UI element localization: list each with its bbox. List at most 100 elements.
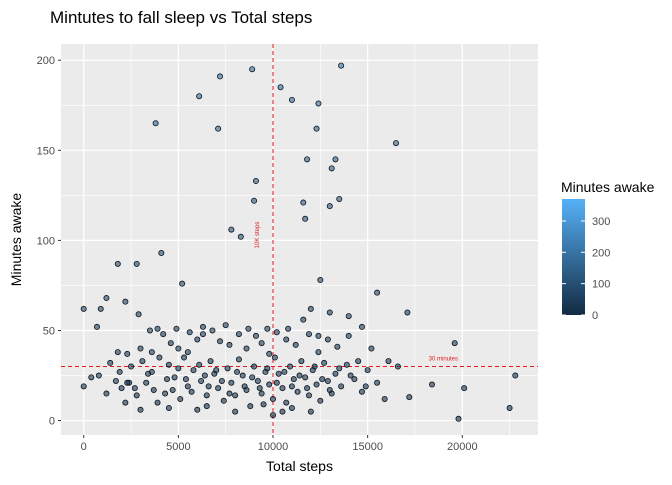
data-point [184, 383, 191, 390]
data-point [131, 385, 138, 392]
y-tick-label: 50 [43, 325, 55, 337]
data-point [239, 372, 246, 379]
data-point [336, 195, 343, 202]
data-point [279, 385, 286, 392]
data-point [205, 383, 212, 390]
data-point [232, 392, 239, 399]
data-point [165, 404, 172, 411]
data-point [97, 305, 104, 312]
data-point [358, 323, 365, 330]
x-tick-label: 0 [81, 441, 87, 453]
data-point [216, 338, 223, 345]
data-point [133, 392, 140, 399]
data-point [258, 390, 265, 397]
y-axis-label: Minutes awake [8, 193, 24, 287]
data-point [237, 233, 244, 240]
data-point [103, 295, 110, 302]
data-point [175, 365, 182, 372]
data-point [247, 403, 254, 410]
data-point [152, 120, 159, 127]
data-point [196, 361, 203, 368]
data-point [358, 388, 365, 395]
data-point [334, 343, 341, 350]
data-point [114, 349, 121, 356]
data-point [241, 383, 248, 390]
data-point [188, 388, 195, 395]
data-point [163, 376, 170, 383]
x-axis-label: Total steps [266, 458, 333, 474]
data-point [288, 404, 295, 411]
data-point [122, 399, 129, 406]
legend-tick-label: 200 [592, 247, 610, 259]
data-point [190, 367, 197, 374]
data-point [194, 406, 201, 413]
data-point [324, 377, 331, 384]
data-point [461, 385, 468, 392]
data-point [203, 392, 210, 399]
x-tick-label: 15000 [352, 441, 383, 453]
chart-title: Mintutes to fall sleep vs Total steps [50, 8, 312, 27]
y-axis-ticks: 0 50 100 150 200 [37, 55, 61, 428]
data-point [215, 385, 222, 392]
data-point [321, 359, 328, 366]
data-point [328, 165, 335, 172]
data-point [281, 368, 288, 375]
data-point [324, 336, 331, 343]
y-tick-label: 0 [49, 416, 55, 428]
data-point [173, 325, 180, 332]
data-point [266, 381, 273, 388]
data-point [393, 140, 400, 147]
data-point [226, 390, 233, 397]
data-point [428, 381, 435, 388]
data-point [177, 395, 184, 402]
data-point [184, 349, 191, 356]
data-point [201, 372, 208, 379]
y-tick-label: 100 [37, 235, 55, 247]
data-point [245, 325, 252, 332]
data-point [279, 408, 286, 415]
data-point [269, 412, 276, 419]
data-point [228, 379, 235, 386]
data-point [216, 73, 223, 80]
data-point [264, 325, 271, 332]
data-point [374, 289, 381, 296]
data-point [283, 336, 290, 343]
data-point [203, 403, 210, 410]
data-point [275, 370, 282, 377]
data-point [249, 374, 256, 381]
data-point [226, 341, 233, 348]
data-point [451, 340, 458, 347]
legend-tick-label: 0 [592, 310, 598, 322]
data-point [95, 372, 102, 379]
data-point [179, 280, 186, 287]
data-point [317, 397, 324, 404]
data-point [235, 356, 242, 363]
data-point [249, 66, 256, 73]
data-point [139, 358, 146, 365]
data-point [362, 383, 369, 390]
data-point [277, 84, 284, 91]
data-point [368, 345, 375, 352]
data-point [351, 376, 358, 383]
data-point [304, 156, 311, 163]
data-point [175, 345, 182, 352]
data-point [258, 340, 265, 347]
data-point [290, 376, 297, 383]
data-point [182, 376, 189, 383]
data-point [266, 350, 273, 357]
data-point [455, 415, 462, 422]
data-point [171, 374, 178, 381]
data-point [336, 365, 343, 372]
data-point [228, 226, 235, 233]
data-point [156, 354, 163, 361]
data-point [251, 197, 258, 204]
data-point [345, 313, 352, 320]
data-point [124, 350, 131, 357]
data-point [116, 368, 123, 375]
data-point [338, 383, 345, 390]
data-point [135, 311, 142, 318]
data-point [304, 385, 311, 392]
data-point [283, 399, 290, 406]
data-point [305, 331, 312, 338]
